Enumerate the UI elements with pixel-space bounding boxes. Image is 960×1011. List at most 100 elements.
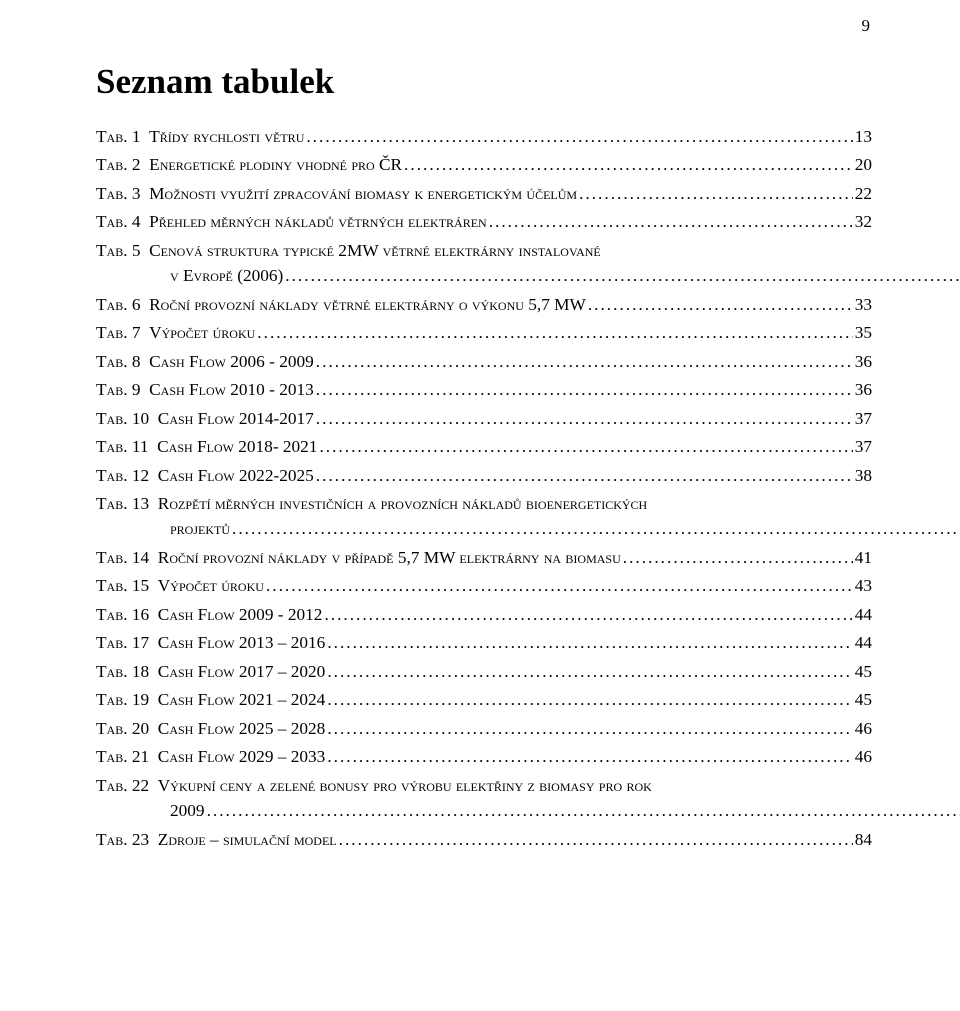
toc-entry-page: 44 bbox=[855, 634, 872, 651]
toc-entry-text: Výpočet úroku bbox=[149, 324, 255, 341]
toc-leader bbox=[266, 577, 853, 594]
toc-entry: Tab. 9 Cash Flow 2010 - 2013 36 bbox=[96, 381, 872, 398]
toc-entry-page: 46 bbox=[855, 720, 872, 737]
toc-entry-text: Cenová struktura typické 2MW větrné elek… bbox=[149, 242, 601, 259]
toc-entry: Tab. 21 Cash Flow 2029 – 2033 46 bbox=[96, 748, 872, 765]
toc-entry-page: 41 bbox=[855, 549, 872, 566]
toc-entry-text: Cash Flow 2014-2017 bbox=[158, 410, 314, 427]
toc-entry-page: 84 bbox=[855, 831, 872, 848]
toc-entry-text: Rozpětí měrných investičních a provozníc… bbox=[158, 495, 647, 512]
toc-leader bbox=[579, 185, 853, 202]
toc-entry-label: Tab. 3 bbox=[96, 185, 149, 202]
toc-entry: Tab. 3 Možnosti využití zpracování bioma… bbox=[96, 185, 872, 202]
toc-entry-text: Energetické plodiny vhodné pro ČR bbox=[149, 156, 402, 173]
page-title: Seznam tabulek bbox=[96, 62, 872, 102]
toc-entry-page: 45 bbox=[855, 691, 872, 708]
toc-entry-label: Tab. 4 bbox=[96, 213, 149, 230]
toc-leader bbox=[327, 663, 852, 680]
toc-entry-text: Třídy rychlosti větru bbox=[149, 128, 304, 145]
toc-entry-text: Přehled měrných nákladů větrných elektrá… bbox=[149, 213, 487, 230]
toc-entry: Tab. 12 Cash Flow 2022-2025 38 bbox=[96, 467, 872, 484]
toc-entry: Tab. 6 Roční provozní náklady větrné ele… bbox=[96, 296, 872, 313]
toc-entry-text: Cash Flow 2013 – 2016 bbox=[158, 634, 326, 651]
toc-entry-page: 45 bbox=[855, 663, 872, 680]
toc-leader bbox=[489, 213, 853, 230]
toc-leader bbox=[316, 381, 853, 398]
toc-entry: Tab. 15 Výpočet úroku 43 bbox=[96, 577, 872, 594]
toc-entry-label: Tab. 18 bbox=[96, 663, 158, 680]
toc-entry-label: Tab. 13 bbox=[96, 495, 158, 512]
page-number: 9 bbox=[862, 16, 871, 36]
toc-entry: Tab. 10 Cash Flow 2014-2017 37 bbox=[96, 410, 872, 427]
toc-entry-label: Tab. 20 bbox=[96, 720, 158, 737]
page: 9 Seznam tabulek Tab. 1 Třídy rychlosti … bbox=[0, 0, 960, 1011]
toc-entry-label: Tab. 16 bbox=[96, 606, 158, 623]
toc-entry: Tab. 20 Cash Flow 2025 – 2028 46 bbox=[96, 720, 872, 737]
toc-entry-text: Možnosti využití zpracování biomasy k en… bbox=[149, 185, 577, 202]
toc-entry-text: Cash Flow 2018- 2021 bbox=[157, 438, 317, 455]
toc-entry: Tab. 1 Třídy rychlosti větru 13 bbox=[96, 128, 872, 145]
toc-entry-text-line2: 2009 bbox=[170, 802, 205, 819]
toc-entry-page: 35 bbox=[855, 324, 872, 341]
toc-entry-page: 32 bbox=[855, 213, 872, 230]
toc-entry-label: Tab. 6 bbox=[96, 296, 149, 313]
toc-entry-text: Cash Flow 2017 – 2020 bbox=[158, 663, 326, 680]
toc-leader bbox=[324, 606, 852, 623]
toc-entry: Tab. 23 Zdroje – simulační model 84 bbox=[96, 831, 872, 848]
toc-entry-label: Tab. 17 bbox=[96, 634, 158, 651]
toc-entry-text: Roční provozní náklady v případě 5,7 MW … bbox=[158, 549, 621, 566]
toc-leader bbox=[285, 267, 960, 284]
toc-entry-label: Tab. 23 bbox=[96, 831, 158, 848]
toc-entry-label: Tab. 9 bbox=[96, 381, 149, 398]
toc-entry-label: Tab. 15 bbox=[96, 577, 158, 594]
toc-entry: Tab. 11 Cash Flow 2018- 2021 37 bbox=[96, 438, 872, 455]
toc-leader bbox=[623, 549, 853, 566]
toc-entry-text-line2: v Evropě (2006) bbox=[170, 267, 283, 284]
toc-entry: Tab. 18 Cash Flow 2017 – 2020 45 bbox=[96, 663, 872, 680]
toc-leader bbox=[327, 720, 852, 737]
toc-leader bbox=[327, 748, 852, 765]
toc-leader bbox=[306, 128, 852, 145]
toc-leader bbox=[316, 353, 853, 370]
toc-entry: Tab. 7 Výpočet úroku 35 bbox=[96, 324, 872, 341]
toc-entry-label: Tab. 14 bbox=[96, 549, 158, 566]
toc-leader bbox=[339, 831, 853, 848]
table-of-contents: Tab. 1 Třídy rychlosti větru 13 Tab. 2 En… bbox=[96, 128, 872, 848]
toc-entry-label: Tab. 10 bbox=[96, 410, 158, 427]
toc-entry-text: Cash Flow 2025 – 2028 bbox=[158, 720, 326, 737]
toc-leader bbox=[404, 156, 853, 173]
toc-entry: Tab. 8 Cash Flow 2006 - 2009 36 bbox=[96, 353, 872, 370]
toc-leader bbox=[588, 296, 853, 313]
toc-entry-label: Tab. 19 bbox=[96, 691, 158, 708]
toc-entry-label: Tab. 12 bbox=[96, 467, 158, 484]
toc-entry-page: 20 bbox=[855, 156, 872, 173]
toc-entry-text: Výpočet úroku bbox=[158, 577, 264, 594]
toc-entry-page: 37 bbox=[855, 410, 872, 427]
toc-entry-text: Cash Flow 2006 - 2009 bbox=[149, 353, 314, 370]
toc-entry-text: Cash Flow 2029 – 2033 bbox=[158, 748, 326, 765]
toc-entry-page: 36 bbox=[855, 381, 872, 398]
toc-entry-page: 36 bbox=[855, 353, 872, 370]
toc-entry-text-line2: projektů bbox=[170, 520, 230, 537]
toc-entry-label: Tab. 11 bbox=[96, 438, 157, 455]
toc-entry-text: Roční provozní náklady větrné elektrárny… bbox=[149, 296, 586, 313]
toc-entry-label: Tab. 5 bbox=[96, 242, 149, 259]
toc-entry-label: Tab. 2 bbox=[96, 156, 149, 173]
toc-entry-label: Tab. 22 bbox=[96, 777, 158, 794]
toc-entry-page: 38 bbox=[855, 467, 872, 484]
toc-entry-text: Cash Flow 2010 - 2013 bbox=[149, 381, 314, 398]
toc-entry: Tab. 16 Cash Flow 2009 - 2012 44 bbox=[96, 606, 872, 623]
toc-entry-text: Cash Flow 2009 - 2012 bbox=[158, 606, 323, 623]
toc-leader bbox=[327, 691, 852, 708]
toc-leader bbox=[232, 520, 960, 537]
toc-entry-page: 22 bbox=[855, 185, 872, 202]
toc-entry-label: Tab. 8 bbox=[96, 353, 149, 370]
toc-entry-text: Výkupní ceny a zelené bonusy pro výrobu … bbox=[158, 777, 652, 794]
toc-entry-page: 44 bbox=[855, 606, 872, 623]
toc-leader bbox=[257, 324, 852, 341]
toc-entry-label: Tab. 7 bbox=[96, 324, 149, 341]
toc-entry-text: Cash Flow 2022-2025 bbox=[158, 467, 314, 484]
toc-entry: Tab. 22 Výkupní ceny a zelené bonusy pro… bbox=[96, 777, 872, 820]
toc-leader bbox=[207, 802, 960, 819]
toc-entry: Tab. 2 Energetické plodiny vhodné pro ČR… bbox=[96, 156, 872, 173]
